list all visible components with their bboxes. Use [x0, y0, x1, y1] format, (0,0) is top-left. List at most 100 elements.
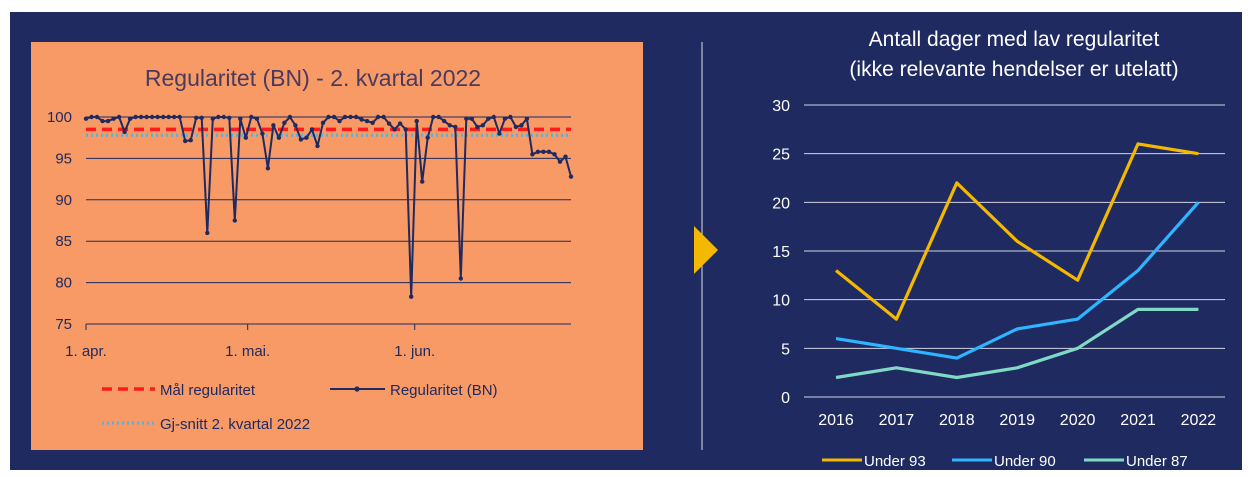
legend-marker-regularity	[354, 386, 360, 392]
regularity-point	[271, 123, 276, 128]
regularity-point	[541, 149, 546, 154]
regularity-point	[172, 114, 177, 120]
regularity-point	[166, 114, 171, 120]
regularity-point	[546, 149, 552, 154]
regularity-point	[480, 123, 485, 128]
right-y-tick-label: 25	[772, 147, 790, 164]
regularity-point	[375, 114, 381, 120]
left-y-tick-label: 90	[55, 192, 72, 209]
regularity-point	[221, 114, 226, 120]
regularity-point	[364, 118, 370, 124]
regularity-point	[199, 115, 204, 121]
regularity-point	[232, 218, 237, 223]
regularity-point	[409, 294, 414, 299]
regularity-point	[519, 123, 524, 128]
regularity-point	[431, 114, 436, 120]
regularity-point	[436, 114, 441, 120]
regularity-point	[497, 131, 502, 136]
regularity-point	[513, 124, 519, 130]
regularity-point	[260, 131, 265, 136]
left-legend: Mål regularitet Regularitet (BN) Gj-snit…	[102, 382, 498, 433]
legend-label-under-87: Under 87	[1126, 453, 1188, 470]
series-line-under-87	[835, 307, 1199, 380]
regularity-point	[420, 179, 425, 184]
regularity-point	[414, 118, 419, 124]
left-y-ticks: 75 80 85 90 95 100	[47, 109, 72, 333]
right-legend: Under 93 Under 90 Under 87	[822, 453, 1188, 470]
regularity-point	[552, 152, 557, 157]
regularity-point	[386, 121, 392, 126]
regularity-point	[205, 230, 210, 236]
legend-label-under-93: Under 93	[864, 453, 926, 470]
right-series-marks	[834, 142, 1200, 380]
regularity-point	[475, 124, 480, 130]
regularity-point	[348, 114, 353, 120]
regularity-chart: Regularitet (BN) - 2. kvartal 2022 75 80 8…	[31, 42, 643, 450]
regularity-point	[320, 120, 326, 126]
right-chart-title-line2: (ikke relevante hendelser er utelatt)	[849, 58, 1178, 81]
regularity-point	[502, 116, 508, 121]
right-chart-title-line1: Antall dager med lav regularitet	[869, 28, 1160, 51]
regularity-point	[508, 114, 513, 120]
right-x-tick-label: 2022	[1181, 412, 1217, 429]
regularity-point	[331, 114, 337, 120]
regularity-point	[183, 138, 188, 144]
regularity-point	[486, 116, 491, 121]
regularity-point	[188, 138, 193, 143]
regularity-point	[469, 116, 474, 121]
regularity-point	[249, 114, 254, 120]
regularity-point	[453, 124, 458, 130]
regularity-point	[304, 135, 309, 140]
series-line-under-93	[834, 142, 1199, 321]
regularity-point	[83, 116, 89, 121]
low-regularity-days-chart: Antall dager med lav regularitet (ikke r…	[772, 28, 1225, 470]
left-y-tick-label: 80	[55, 275, 72, 292]
left-x-tick-label: 1. apr.	[65, 343, 107, 360]
left-x-ticks: 1. apr. 1. mai. 1. jun.	[65, 324, 435, 360]
left-x-tick-label: 1. jun.	[394, 343, 435, 360]
regularity-point	[287, 114, 293, 120]
left-chart-panel	[31, 42, 643, 450]
regularity-point	[309, 127, 315, 132]
regularity-point	[116, 114, 122, 120]
regularity-point	[127, 116, 133, 121]
legend-label-regularity: Regularitet (BN)	[390, 382, 498, 399]
regularity-point	[144, 114, 149, 120]
regularity-point	[210, 116, 215, 121]
regularity-point	[425, 135, 430, 140]
regularity-point	[530, 152, 535, 157]
regularity-point	[293, 123, 298, 128]
right-y-tick-label: 15	[772, 244, 790, 261]
regularity-point	[149, 114, 155, 120]
legend-label-under-90: Under 90	[994, 453, 1056, 470]
regularity-point	[254, 116, 260, 121]
series-line-under-90	[835, 201, 1200, 360]
regularity-point	[342, 114, 348, 120]
left-y-tick-label: 95	[55, 150, 72, 167]
right-y-tick-label: 30	[772, 98, 790, 115]
regularity-point	[161, 114, 166, 120]
regularity-point	[216, 114, 221, 120]
right-y-tick-label: 20	[772, 195, 790, 212]
regularity-point	[337, 118, 342, 124]
regularity-point	[194, 115, 199, 121]
regularity-point	[282, 120, 287, 126]
right-x-tick-label: 2018	[939, 412, 975, 429]
regularity-point	[458, 276, 463, 281]
regularity-point	[447, 123, 452, 128]
regularity-point	[359, 117, 364, 122]
left-y-tick-label: 85	[55, 233, 72, 250]
regularity-point	[89, 114, 94, 120]
right-y-tick-label: 10	[772, 293, 790, 310]
right-gridlines	[804, 104, 1225, 398]
regularity-point	[298, 137, 304, 142]
regularity-point	[315, 143, 320, 149]
regularity-point	[265, 166, 271, 171]
regularity-point	[397, 121, 403, 126]
left-x-tick-label: 1. mai.	[225, 343, 270, 360]
left-series-marks	[83, 114, 574, 299]
regularity-point	[442, 118, 447, 124]
regularity-point	[105, 118, 111, 124]
regularity-point	[133, 114, 138, 120]
regularity-point	[392, 127, 397, 132]
